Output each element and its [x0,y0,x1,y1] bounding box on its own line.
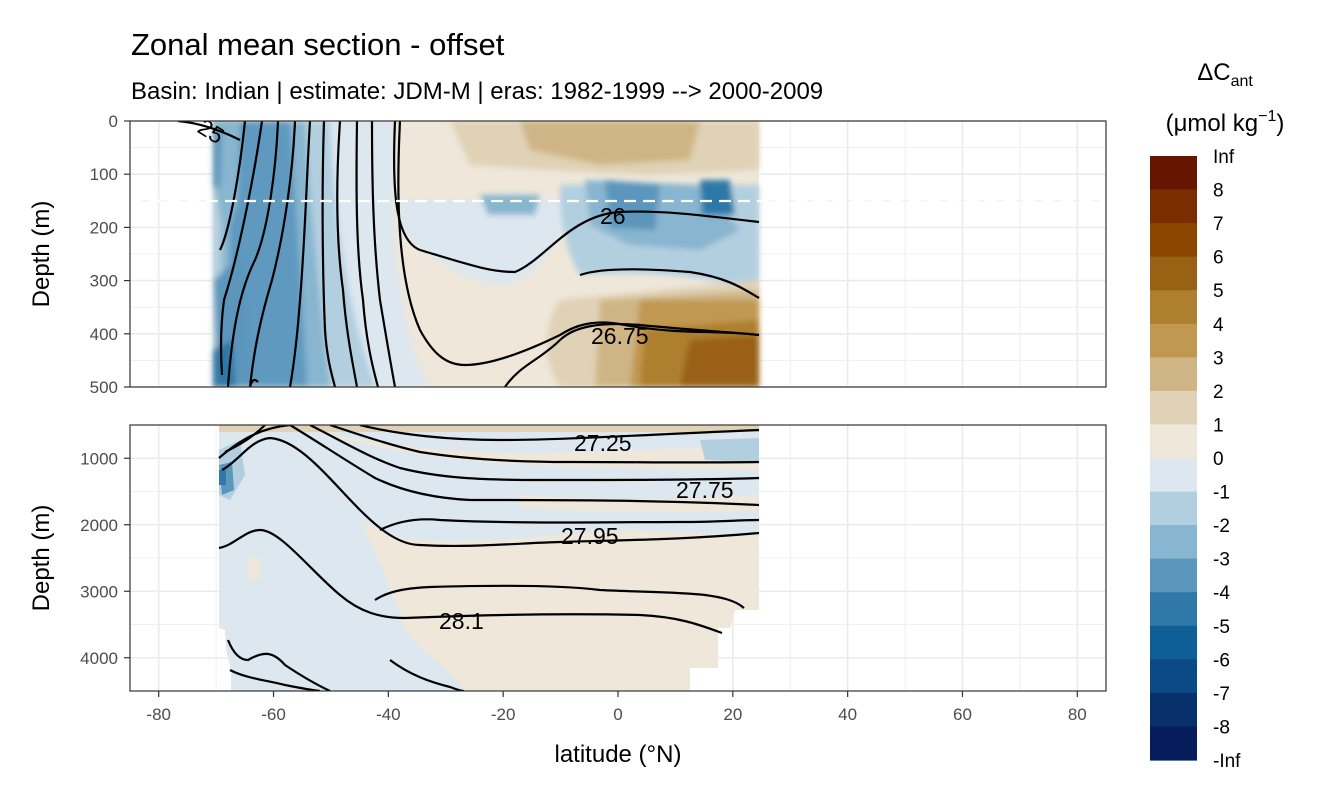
legend-swatch [1150,592,1197,627]
x-tick-label: -20 [491,705,516,724]
y-tick-label: 300 [90,272,118,291]
legend-label: -4 [1213,583,1230,604]
x-axis: -80 -60 -40 -20 0 20 40 60 80 [146,691,1087,724]
x-tick-label: 0 [613,705,622,724]
legend-label: -8 [1213,717,1230,738]
legend-label: -1 [1213,483,1230,504]
legend-swatch [1150,625,1197,660]
legend-swatch [1150,558,1197,593]
legend-label: -6 [1213,650,1230,671]
legend-swatch [1150,189,1197,224]
legend-label: -2 [1213,516,1230,537]
y-axis-label-lower: Depth (m) [28,505,55,612]
panel-lower: 27.25 27.75 27.95 28.1 1000 2000 3000 4000 [80,424,1107,692]
contour-label-28-1: 28.1 [439,608,484,634]
y-tick-label: 2000 [80,516,118,535]
legend-swatch [1150,256,1197,291]
upper-fill: 25 26 26.75 [130,121,1106,387]
legend-label: -Inf [1213,751,1241,772]
legend-swatch [1150,525,1197,560]
contour-label-27-25: 27.25 [574,430,632,456]
y-tick-label: 200 [90,218,118,237]
legend-swatch [1150,156,1197,191]
legend-swatch [1150,390,1197,426]
y-tick-label: 4000 [80,649,118,668]
legend-swatch [1150,458,1197,493]
legend-swatch [1150,692,1197,728]
y-axis-label-upper: Depth (m) [28,201,55,308]
x-tick-label: 80 [1068,705,1087,724]
legend-title: ΔCant [1197,59,1253,90]
chart-title: Zonal mean section - offset [131,27,505,62]
legend-label: 6 [1213,248,1224,269]
legend-label: -3 [1213,550,1230,571]
y-tick-label: 100 [90,165,118,184]
legend-swatch [1150,357,1197,392]
chart-subtitle: Basin: Indian | estimate: JDM-M | eras: … [131,78,823,105]
legend-unit: (μmol kg−1) [1166,108,1285,137]
legend-label: -5 [1213,617,1230,638]
legend: ΔCant (μmol kg−1) Inf 8 7 6 5 4 3 2 1 0 -1 -2 -3 -4 -5… [1150,59,1284,772]
x-tick-label: 20 [723,705,742,724]
x-tick-label: -80 [146,705,171,724]
legend-swatch [1150,424,1197,459]
legend-label: -7 [1213,684,1230,705]
legend-label: 5 [1213,281,1224,302]
x-tick-label: -40 [376,705,401,724]
contour-label-26-75: 26.75 [591,323,649,349]
lower-fill: 27.25 27.75 27.95 28.1 [218,425,760,691]
legend-swatch [1150,659,1197,694]
contour-label-27-95: 27.95 [561,523,619,549]
contour-label-26: 26 [600,203,626,229]
y-tick-label: 500 [90,378,118,397]
x-axis-label: latitude (°N) [555,741,682,768]
legend-label: 4 [1213,315,1224,336]
contour-label-27-75: 27.75 [676,477,734,503]
legend-label: 3 [1213,348,1224,369]
legend-swatch [1150,223,1197,258]
x-tick-label: 60 [953,705,972,724]
y-tick-label: 3000 [80,582,118,601]
y-tick-label: 400 [90,325,118,344]
legend-label: 7 [1213,214,1224,235]
legend-swatch [1150,323,1197,358]
legend-swatch [1150,491,1197,526]
legend-label: Inf [1213,147,1235,168]
y-tick-label: 0 [109,112,118,131]
x-tick-label: 40 [838,705,857,724]
legend-label: 8 [1213,181,1224,202]
legend-label: 0 [1213,449,1224,470]
x-tick-label: -60 [261,705,286,724]
legend-swatch [1150,290,1197,325]
legend-label: 2 [1213,382,1224,403]
y-tick-label: 1000 [80,449,118,468]
panel-upper: 25 26 26.75 0 100 200 300 400 500 [90,112,1107,397]
legend-label: 1 [1213,415,1224,436]
legend-swatch [1150,726,1197,761]
